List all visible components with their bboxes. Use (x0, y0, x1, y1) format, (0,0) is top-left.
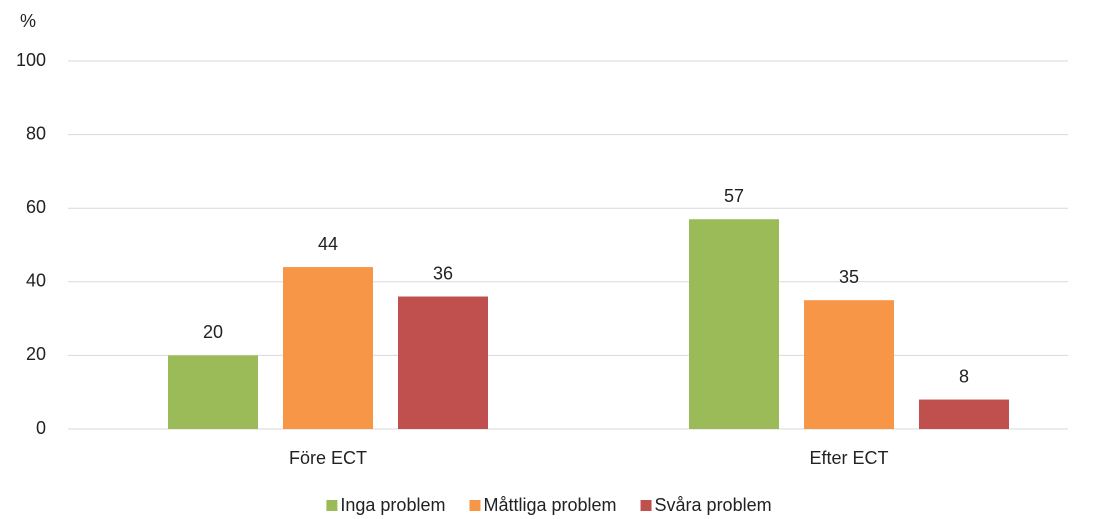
x-tick-label: Före ECT (289, 448, 367, 468)
bar (398, 296, 488, 429)
legend-label: Svåra problem (655, 495, 772, 515)
legend-swatch (640, 500, 652, 511)
legend-label: Inga problem (340, 495, 445, 515)
y-tick-label: 100 (16, 50, 46, 70)
y-axis-label: % (20, 11, 36, 31)
bar (283, 267, 373, 429)
bar (919, 399, 1009, 429)
data-label: 20 (203, 322, 223, 342)
data-label: 36 (433, 263, 453, 283)
bar (689, 219, 779, 429)
legend-swatch (469, 500, 481, 511)
y-tick-label: 0 (36, 418, 46, 438)
data-label: 44 (318, 234, 338, 254)
data-label: 8 (959, 366, 969, 386)
y-tick-label: 60 (26, 197, 46, 217)
data-label: 57 (724, 186, 744, 206)
data-label: 35 (839, 267, 859, 287)
y-tick-label: 40 (26, 271, 46, 291)
y-tick-label: 80 (26, 123, 46, 143)
legend-swatch (326, 500, 338, 511)
x-tick-label: Efter ECT (809, 448, 888, 468)
bar (168, 355, 258, 429)
y-tick-label: 20 (26, 344, 46, 364)
legend-label: Måttliga problem (483, 495, 616, 515)
bar (804, 300, 894, 429)
